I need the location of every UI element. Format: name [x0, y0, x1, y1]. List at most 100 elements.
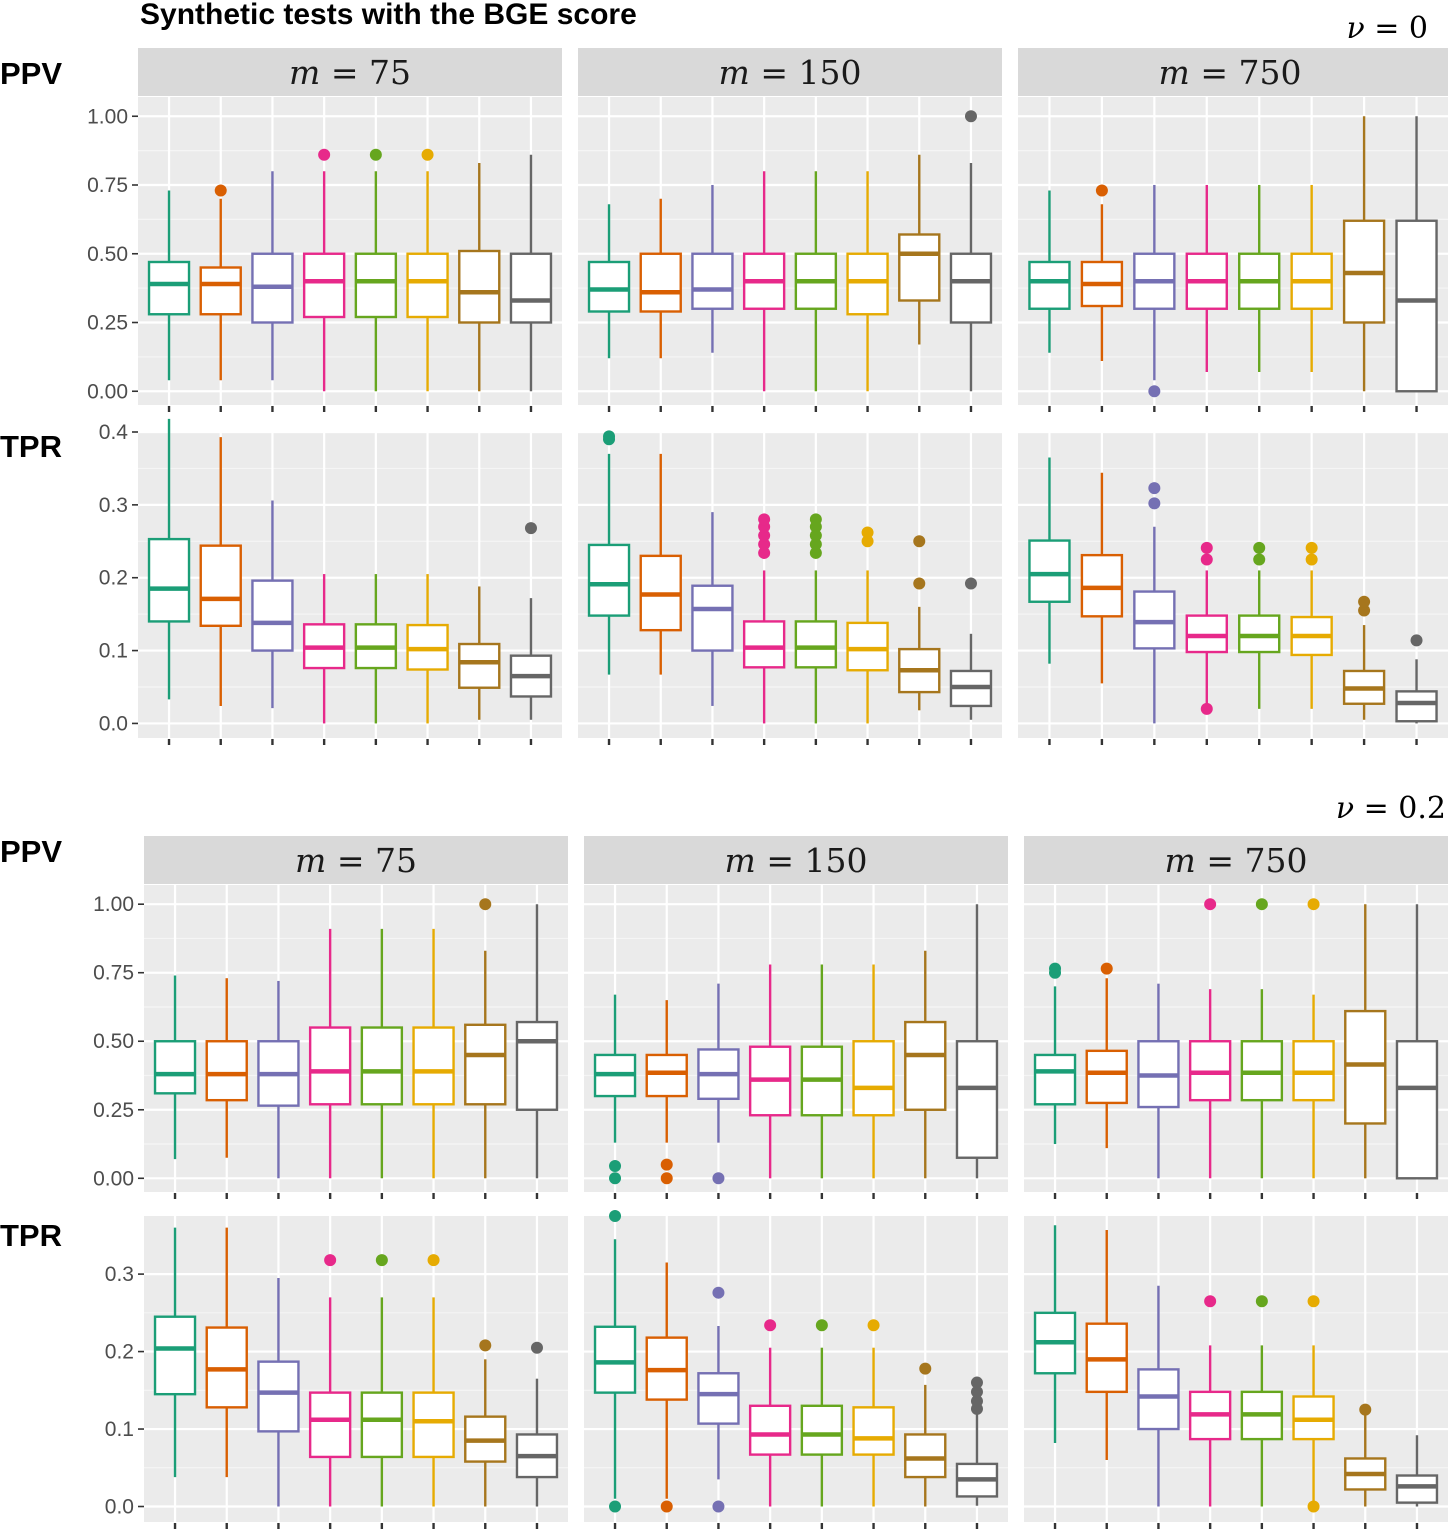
box: [587, 260, 631, 313]
outlier-point: [913, 535, 926, 548]
boxplot-group-3: [251, 171, 294, 412]
boxplot-group-1: [1033, 1225, 1077, 1529]
strip-bg: [1018, 48, 1448, 96]
strip-label-m150: m = 150: [719, 53, 862, 92]
nu-label-bottom: ν = 0.2: [1336, 791, 1446, 826]
box: [1395, 690, 1438, 723]
boxplot-group-4: [1185, 185, 1228, 412]
boxplot-group-2: [205, 1227, 248, 1529]
outlier-point: [318, 148, 331, 161]
boxplot-group-1: [593, 1210, 637, 1529]
box: [464, 1023, 507, 1106]
box: [1028, 260, 1071, 310]
outlier-point: [214, 184, 227, 197]
outlier-point: [1200, 541, 1213, 554]
boxplot-group-6: [1290, 541, 1333, 745]
y-tick-label: 0.1: [105, 1418, 134, 1441]
strip-label-m750: m = 750: [1165, 841, 1308, 880]
boxplot-group-2: [1085, 1229, 1128, 1529]
boxplot-group-3: [697, 1286, 740, 1529]
boxplot-group-5: [1238, 185, 1281, 412]
boxplot-group-8: [515, 904, 559, 1199]
outlier-point: [1305, 553, 1318, 566]
boxplot-group-6: [412, 928, 455, 1199]
boxplot-group-5: [360, 1254, 404, 1529]
outlier-point: [524, 522, 537, 535]
box: [1033, 1053, 1077, 1106]
outlier-point: [758, 513, 771, 526]
box: [852, 1406, 895, 1456]
boxplot-group-7: [904, 1362, 947, 1529]
box: [691, 252, 734, 310]
box: [153, 1040, 197, 1095]
boxplot-group-6: [846, 171, 889, 412]
panel-r0-c0: 0.00 0.25 0.50 0.75 1.00: [87, 97, 562, 412]
outlier-point: [609, 1210, 622, 1222]
outlier-point: [1100, 962, 1113, 975]
boxplot-group-1: [147, 190, 191, 412]
y-tick-label: 0.75: [87, 174, 128, 197]
outlier-point: [609, 1159, 622, 1172]
panel-r3-c2: [1024, 1216, 1448, 1529]
box: [199, 544, 242, 628]
box: [593, 1325, 637, 1394]
y-tick-label: 0.3: [105, 1263, 134, 1286]
boxplot-group-2: [1080, 184, 1124, 412]
strip-bg: [1024, 836, 1448, 884]
box: [1344, 1009, 1387, 1125]
outlier-point: [1200, 553, 1213, 566]
boxplot-group-6: [406, 148, 449, 412]
box: [308, 1026, 352, 1106]
box: [147, 537, 191, 623]
box: [587, 543, 631, 617]
boxplot-group-2: [1085, 962, 1128, 1199]
boxplot-group-3: [251, 500, 294, 745]
outlier-point: [964, 577, 977, 590]
box: [360, 1026, 404, 1106]
outlier-point: [660, 1500, 673, 1513]
y-tick-label: 0.50: [87, 243, 128, 266]
box: [852, 1040, 895, 1117]
boxplot-group-1: [1028, 457, 1071, 745]
row-label-tpr-top: TPR: [0, 429, 62, 464]
box: [748, 1404, 792, 1456]
y-tick-label: 0.50: [93, 1030, 134, 1053]
boxplot-group-7: [898, 154, 941, 412]
strip-bg: [578, 48, 1002, 96]
box: [251, 579, 294, 652]
box: [1395, 1040, 1439, 1180]
boxplot-group-5: [360, 928, 404, 1199]
outlier-point: [913, 577, 926, 590]
plot-panels: 0.000.250.500.751.000.00.10.20.30.40.000…: [87, 97, 1448, 1529]
outlier-point: [1253, 541, 1266, 554]
boxplot-group-7: [464, 1339, 507, 1529]
boxplot-group-1: [1028, 190, 1071, 412]
nu-label-top: ν = 0: [1346, 11, 1428, 46]
outlier-point: [479, 1339, 492, 1352]
outlier-point: [970, 1376, 983, 1389]
boxplot-group-4: [308, 928, 352, 1199]
box: [955, 1040, 999, 1159]
boxplot-group-3: [697, 983, 740, 1199]
box: [645, 1053, 688, 1098]
y-tick-label: 0.00: [87, 380, 128, 403]
boxplot-group-2: [1080, 472, 1124, 745]
outlier-point: [970, 1395, 983, 1408]
boxplot-group-7: [1344, 1403, 1387, 1529]
y-tick-label: 0.0: [99, 712, 128, 735]
strip-label-m75: m = 75: [295, 841, 417, 880]
outlier-point: [1148, 385, 1161, 398]
strip-label-m150: m = 150: [725, 841, 868, 880]
box: [302, 252, 346, 319]
boxplot-group-2: [199, 184, 242, 412]
boxplot-group-8: [949, 577, 993, 745]
box: [639, 252, 682, 313]
box: [800, 1404, 844, 1456]
panel-r2-c2: [1024, 885, 1448, 1199]
box: [904, 1433, 947, 1479]
y-tick-label: 0.2: [105, 1341, 134, 1364]
outlier-point: [809, 529, 822, 542]
outlier-point: [427, 1254, 440, 1267]
outlier-point: [369, 148, 382, 161]
